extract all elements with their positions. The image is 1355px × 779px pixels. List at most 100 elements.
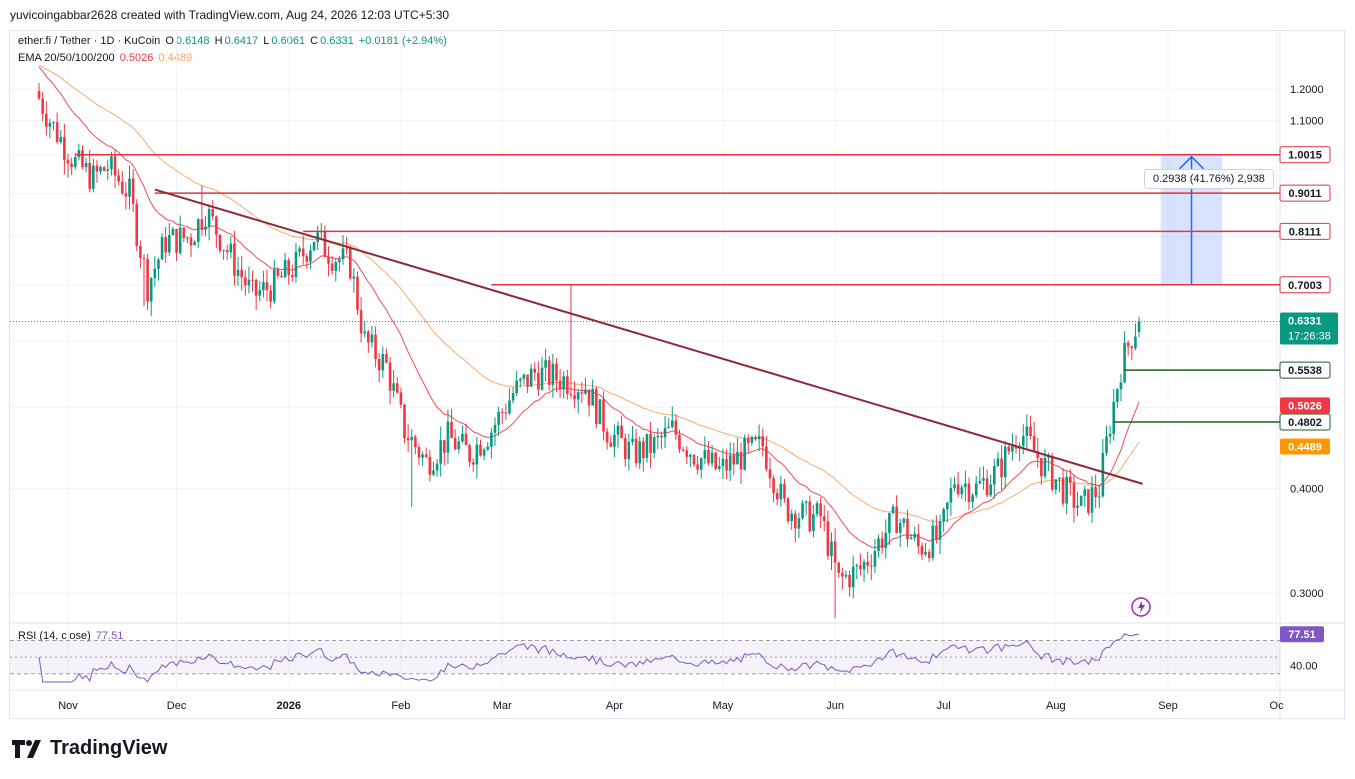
candle: [189, 233, 193, 258]
candle: [1116, 387, 1119, 409]
candle-body: [1061, 477, 1065, 504]
candle-body: [113, 156, 117, 176]
candle: [804, 500, 808, 516]
rsi-legend[interactable]: RSI (14, close) 77.51: [18, 630, 125, 642]
candle-body: [555, 363, 558, 381]
candle-body: [196, 219, 200, 242]
candle-body: [106, 169, 110, 171]
y-tick-label: 0.3000: [1290, 588, 1324, 600]
candle: [815, 500, 819, 517]
candle: [211, 199, 215, 221]
candle: [1126, 340, 1130, 356]
candle-body: [110, 156, 113, 170]
candle: [124, 182, 128, 210]
last-price-label-bg: [1280, 312, 1338, 345]
candle: [790, 509, 793, 530]
candle-body: [81, 150, 84, 168]
candle-body: [218, 234, 222, 251]
candle-body: [175, 229, 178, 253]
candle-body: [392, 383, 395, 391]
candle-body: [128, 178, 131, 197]
candle: [909, 533, 913, 540]
candle: [233, 230, 236, 286]
candle-body: [725, 458, 728, 471]
candle-body: [1087, 489, 1090, 513]
symbol-legend[interactable]: ether.fi / Tether · 1D · KuCoin O 0.6148 …: [18, 35, 449, 47]
candle: [631, 425, 634, 446]
candle-body: [623, 438, 627, 460]
candle: [964, 470, 967, 502]
candle: [88, 149, 92, 193]
candle: [642, 436, 645, 472]
candle: [301, 235, 305, 265]
candle-body: [913, 533, 917, 538]
candle: [475, 437, 479, 479]
candle: [291, 264, 294, 282]
candle-body: [254, 279, 258, 296]
ema-legend[interactable]: EMA 20/50/100/200 0.5026 0.4489: [18, 52, 194, 64]
candle-body: [652, 437, 656, 454]
candle-body: [461, 433, 464, 442]
candle-body: [974, 483, 978, 496]
candle-body: [142, 257, 146, 260]
candle-body: [562, 376, 566, 390]
candle-body: [450, 421, 453, 439]
candle: [544, 348, 547, 382]
candle: [113, 149, 117, 188]
candle: [743, 434, 746, 471]
candle: [381, 346, 385, 378]
candle-body: [674, 420, 678, 435]
candle: [1021, 424, 1025, 455]
candle-body: [1007, 446, 1011, 452]
candle-body: [605, 431, 609, 443]
candle: [725, 449, 728, 480]
candle-body: [1119, 382, 1123, 390]
candle: [508, 388, 511, 415]
candle-body: [964, 483, 967, 488]
candle: [750, 435, 754, 446]
candle: [309, 244, 312, 270]
candle: [280, 271, 283, 278]
candle: [1065, 471, 1068, 515]
candle: [808, 495, 812, 533]
candle-body: [728, 455, 732, 471]
candle-body: [866, 561, 869, 566]
candle-body: [888, 512, 891, 533]
candle: [160, 233, 164, 260]
candle-body: [902, 518, 906, 523]
candle-body: [573, 395, 576, 400]
candle: [171, 226, 175, 236]
candle-body: [233, 243, 236, 276]
x-tick-label: May: [713, 700, 734, 712]
symbol-name[interactable]: ether.fi / Tether · 1D · KuCoin: [18, 35, 161, 47]
high-label: H: [214, 35, 223, 47]
level-price-label-bg: [1279, 361, 1331, 379]
candle-body: [927, 552, 931, 559]
level-price-label-bg: [1279, 146, 1331, 164]
candle: [837, 562, 841, 578]
tradingview-logo[interactable]: TradingView: [12, 737, 167, 760]
x-tick-label: 2026: [276, 700, 300, 712]
candle-body: [982, 478, 985, 481]
candle-body: [374, 334, 377, 359]
candle: [262, 270, 265, 298]
candle: [891, 504, 895, 515]
candle-body: [942, 509, 945, 522]
candle: [515, 370, 518, 397]
candle: [569, 284, 573, 399]
ema-label[interactable]: EMA 20/50/100/200: [18, 52, 115, 64]
candle-body: [815, 503, 819, 515]
candle: [1018, 442, 1021, 462]
candle: [877, 534, 880, 558]
candle: [859, 553, 862, 576]
candle-body: [48, 122, 52, 127]
rsi-label[interactable]: RSI (14, close): [18, 630, 91, 642]
candle: [149, 276, 153, 317]
candle-body: [638, 441, 642, 464]
candle-body: [540, 367, 544, 390]
candle: [924, 543, 927, 557]
candle: [225, 244, 229, 261]
candle: [833, 528, 837, 619]
candle: [616, 421, 620, 448]
